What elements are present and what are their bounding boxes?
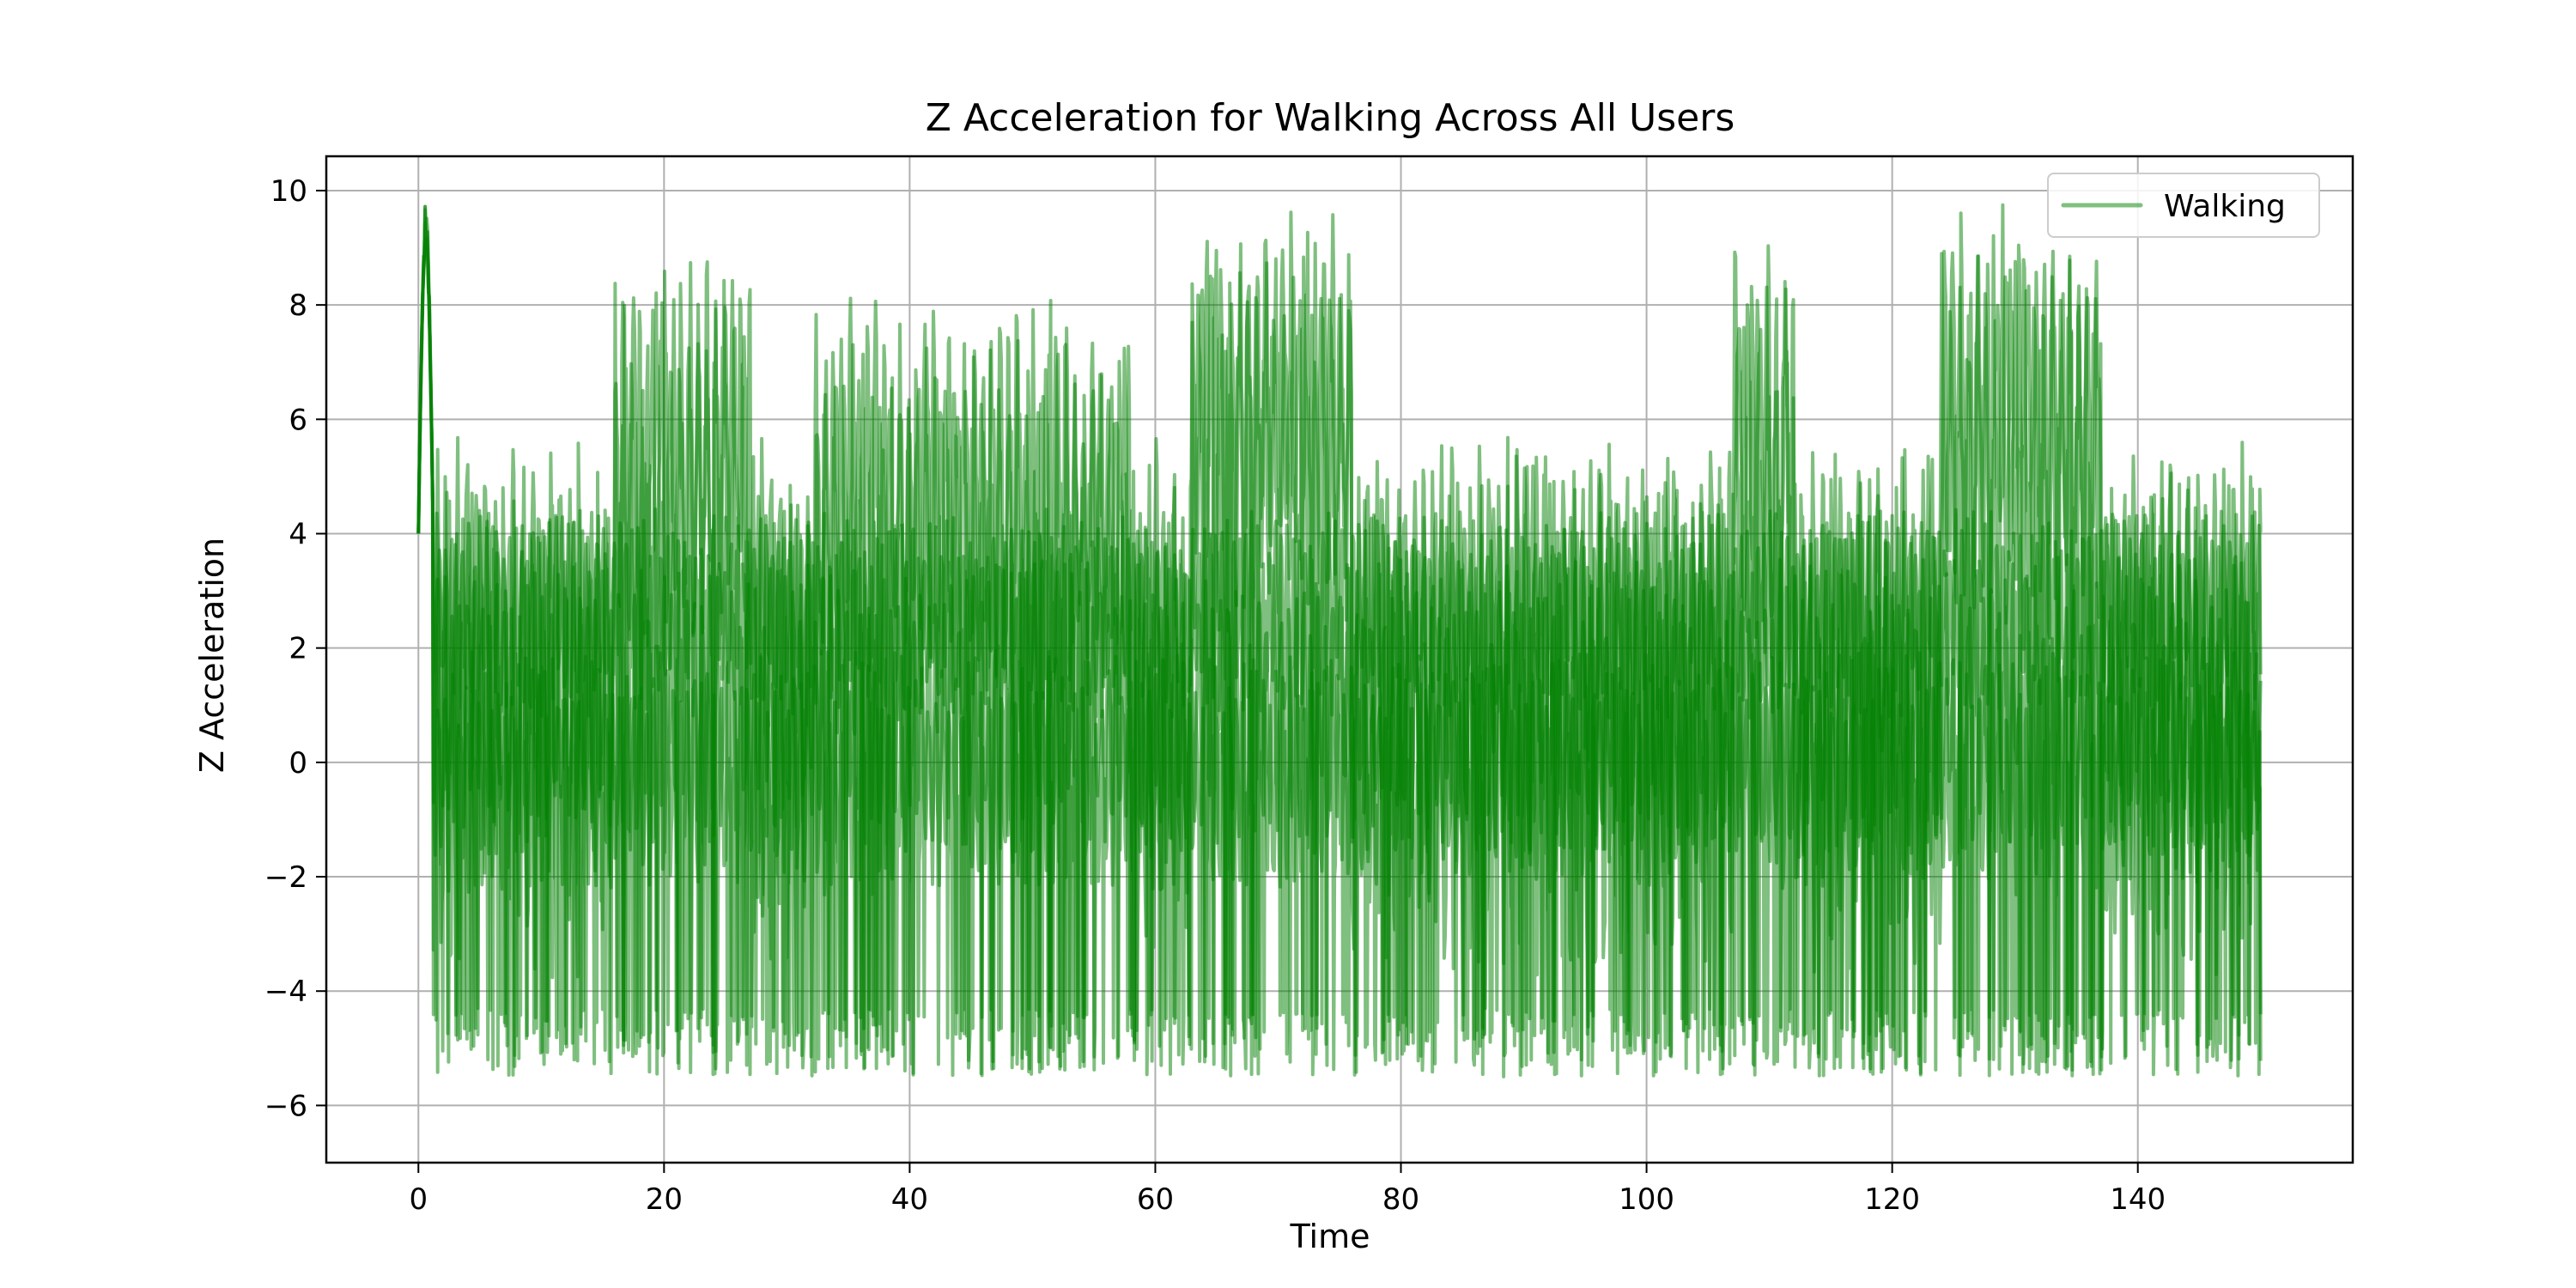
chart-title: Z Acceleration for Walking Across All Us… bbox=[926, 96, 1735, 140]
x-tick-label: 20 bbox=[646, 1182, 683, 1217]
y-tick-label: −2 bbox=[264, 860, 307, 895]
y-tick-label: 0 bbox=[289, 746, 307, 781]
y-tick-label: −4 bbox=[264, 975, 307, 1009]
legend-label-walking: Walking bbox=[2164, 189, 2286, 224]
x-tick-label: 100 bbox=[1619, 1182, 1674, 1217]
legend-box bbox=[2047, 173, 2320, 238]
y-axis-ticks: −6 −4 −2 0 2 4 6 8 10 bbox=[264, 174, 326, 1123]
legend: Walking bbox=[2047, 173, 2320, 238]
y-tick-label: 10 bbox=[270, 174, 307, 209]
series-line-walking bbox=[416, 204, 2263, 1078]
x-tick-label: 120 bbox=[1864, 1182, 1920, 1217]
plot-area bbox=[416, 203, 2263, 1078]
x-tick-label: 80 bbox=[1382, 1182, 1419, 1217]
y-tick-label: 2 bbox=[289, 632, 307, 666]
x-tick-label: 40 bbox=[891, 1182, 928, 1217]
y-tick-label: 4 bbox=[289, 518, 307, 552]
y-tick-label: −6 bbox=[264, 1089, 307, 1123]
x-tick-label: 0 bbox=[409, 1182, 428, 1217]
x-tick-label: 60 bbox=[1137, 1182, 1174, 1217]
plot-frame bbox=[325, 155, 2354, 1164]
series-line-walking bbox=[416, 216, 2263, 1078]
x-axis-label: Time bbox=[1290, 1218, 1370, 1255]
y-tick-label: 8 bbox=[289, 289, 307, 323]
y-axis-label: Z Acceleration bbox=[193, 538, 231, 773]
x-tick-label: 140 bbox=[2110, 1182, 2166, 1217]
x-axis-ticks: 0 20 40 60 80 100 120 140 bbox=[409, 1163, 2166, 1217]
y-tick-label: 6 bbox=[289, 403, 307, 437]
series-line-walking bbox=[416, 208, 2263, 1078]
